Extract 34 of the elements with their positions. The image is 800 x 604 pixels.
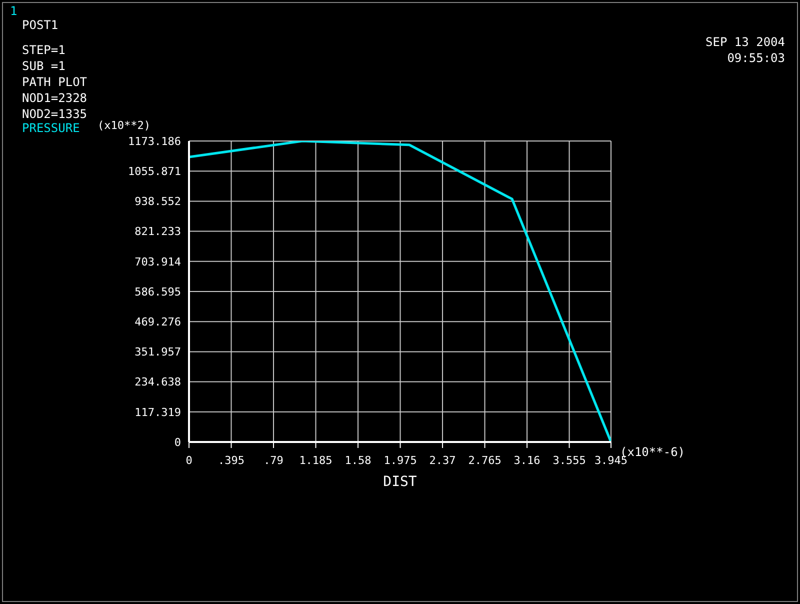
x-tick-label: 3.16: [514, 454, 540, 467]
y-tick-label: 351.957: [134, 346, 181, 359]
y-tick-label: 938.552: [134, 195, 181, 208]
text: NOD1=2328: [22, 91, 88, 105]
x-axis-title: DIST: [383, 474, 418, 490]
text: STEP=1: [22, 43, 66, 57]
x-tick-label: 1.58: [344, 454, 372, 467]
y-tick-label: 117.319: [134, 406, 181, 419]
x-tick-label: 1.185: [299, 454, 332, 467]
y-tick-label: 586.595: [134, 285, 181, 298]
y-tick-label: 234.638: [134, 376, 181, 389]
text: SEP 13 2004: [706, 35, 785, 49]
y-tick-label: 821.233: [134, 225, 181, 238]
x-tick-label: 1.975: [384, 454, 417, 467]
y-tick-label: 1055.871: [128, 165, 181, 178]
x-tick-label: 3.555: [552, 454, 586, 467]
text: PRESSURE: [22, 121, 80, 135]
y-tick-label: 0: [174, 436, 181, 449]
text: 09:55:03: [727, 51, 785, 65]
y-tick-label: 469.276: [134, 316, 181, 329]
text: SUB =1: [22, 59, 66, 73]
text: NOD2=1335: [22, 107, 88, 121]
x-tick-label: 0: [186, 454, 192, 467]
y-tick-label: 703.914: [134, 255, 182, 268]
x-tick-label: .79: [264, 454, 284, 467]
x-tick-label: 2.37: [429, 454, 456, 467]
x-tick-label: .395: [218, 454, 245, 467]
text: POST1: [22, 18, 58, 32]
x-tick-label: 3.945: [594, 454, 628, 467]
y-tick-label: 1173.186: [128, 134, 181, 148]
y-axis-title: (x10**2): [98, 119, 150, 132]
x-tick-label: 2.765: [468, 454, 502, 467]
text: PATH PLOT: [22, 75, 88, 89]
text: 1: [10, 4, 18, 18]
